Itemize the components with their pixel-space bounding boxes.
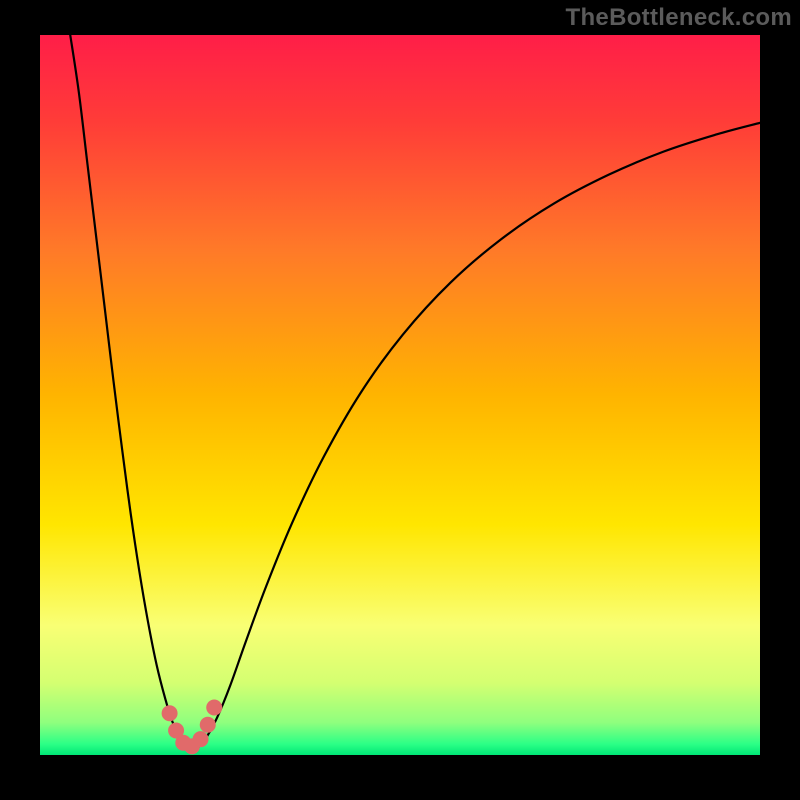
trough-marker	[193, 731, 209, 747]
watermark-text: TheBottleneck.com	[566, 4, 792, 32]
trough-marker	[162, 705, 178, 721]
bottleneck-chart	[0, 0, 800, 800]
chart-gradient-panel	[40, 35, 760, 755]
chart-stage: TheBottleneck.com	[0, 0, 800, 800]
trough-marker	[200, 717, 216, 733]
trough-marker	[206, 699, 222, 715]
